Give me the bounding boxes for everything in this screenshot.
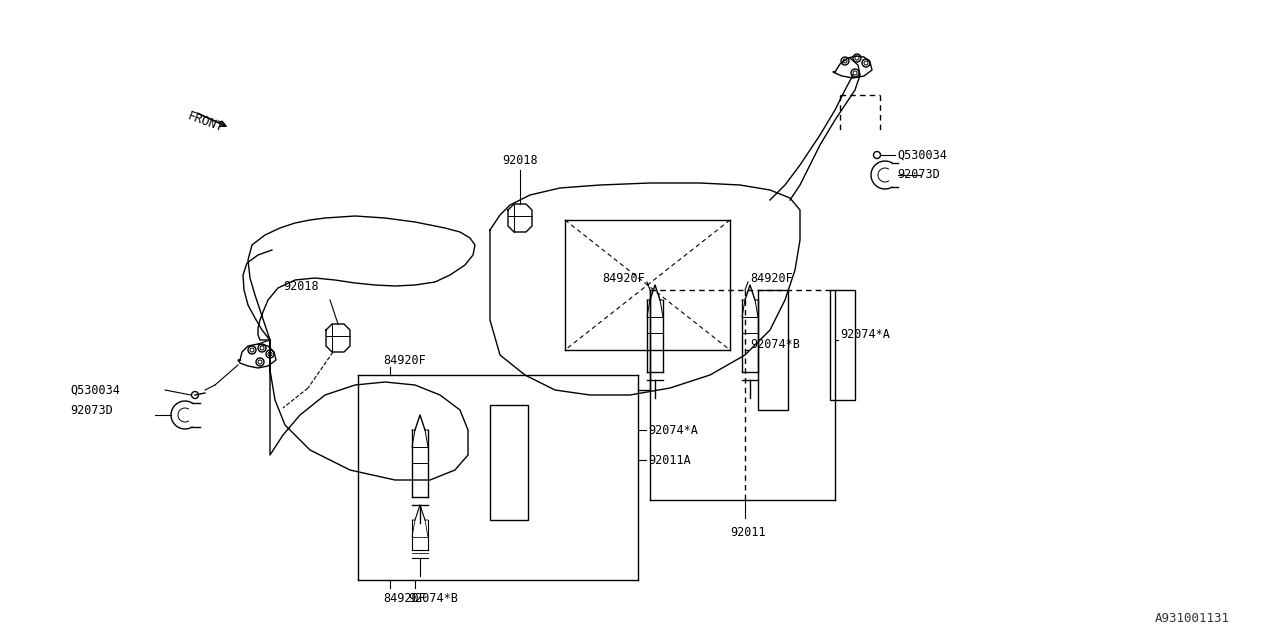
Text: A931001131: A931001131: [1155, 612, 1230, 625]
Text: 92073D: 92073D: [897, 168, 940, 182]
Text: 84920F: 84920F: [383, 591, 426, 605]
Text: 84920F: 84920F: [603, 271, 645, 285]
Bar: [829, 290, 855, 400]
Text: 84920F: 84920F: [750, 271, 792, 285]
Bar: [490, 405, 529, 520]
Bar: [758, 290, 788, 410]
Text: 92011: 92011: [730, 525, 765, 538]
Text: 92018: 92018: [283, 280, 319, 292]
Text: 92018: 92018: [502, 154, 538, 166]
Text: 92074*A: 92074*A: [648, 424, 698, 436]
Text: 92074*B: 92074*B: [408, 591, 458, 605]
Text: 92074*A: 92074*A: [840, 328, 890, 342]
Text: 92074*B: 92074*B: [750, 339, 800, 351]
Text: 84920F: 84920F: [383, 355, 426, 367]
Text: Q530034: Q530034: [70, 383, 120, 397]
Text: 92011A: 92011A: [648, 454, 691, 467]
Text: Q530034: Q530034: [897, 148, 947, 161]
Text: FRONT: FRONT: [186, 109, 225, 134]
Text: 92073D: 92073D: [70, 403, 113, 417]
